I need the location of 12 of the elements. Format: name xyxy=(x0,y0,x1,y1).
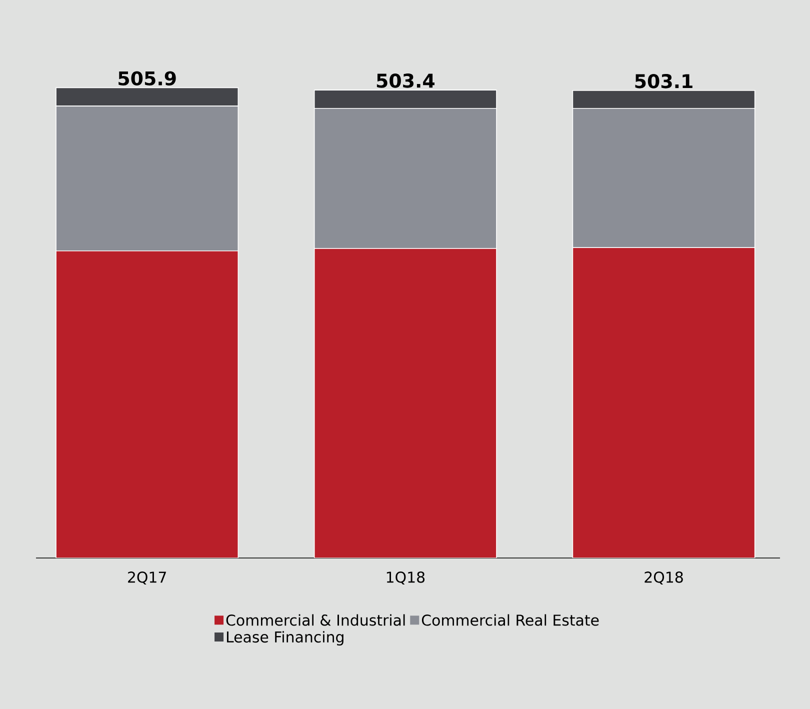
legend-label: Commercial Real Estate xyxy=(422,614,599,626)
annotation: 503.4 xyxy=(376,74,434,88)
bar xyxy=(56,250,239,558)
x-tick-label: 2Q17 xyxy=(128,572,166,585)
x-tick-label: 1Q18 xyxy=(386,572,425,585)
bar xyxy=(572,247,756,558)
x-tick-label: 2Q18 xyxy=(644,572,683,585)
bar xyxy=(314,248,497,558)
annotation: 503.1 xyxy=(635,74,692,88)
legend-label: Lease Financing xyxy=(226,631,344,646)
annotation: 505.9 xyxy=(118,71,176,86)
legend-label: Commercial & Industrial xyxy=(226,614,405,626)
